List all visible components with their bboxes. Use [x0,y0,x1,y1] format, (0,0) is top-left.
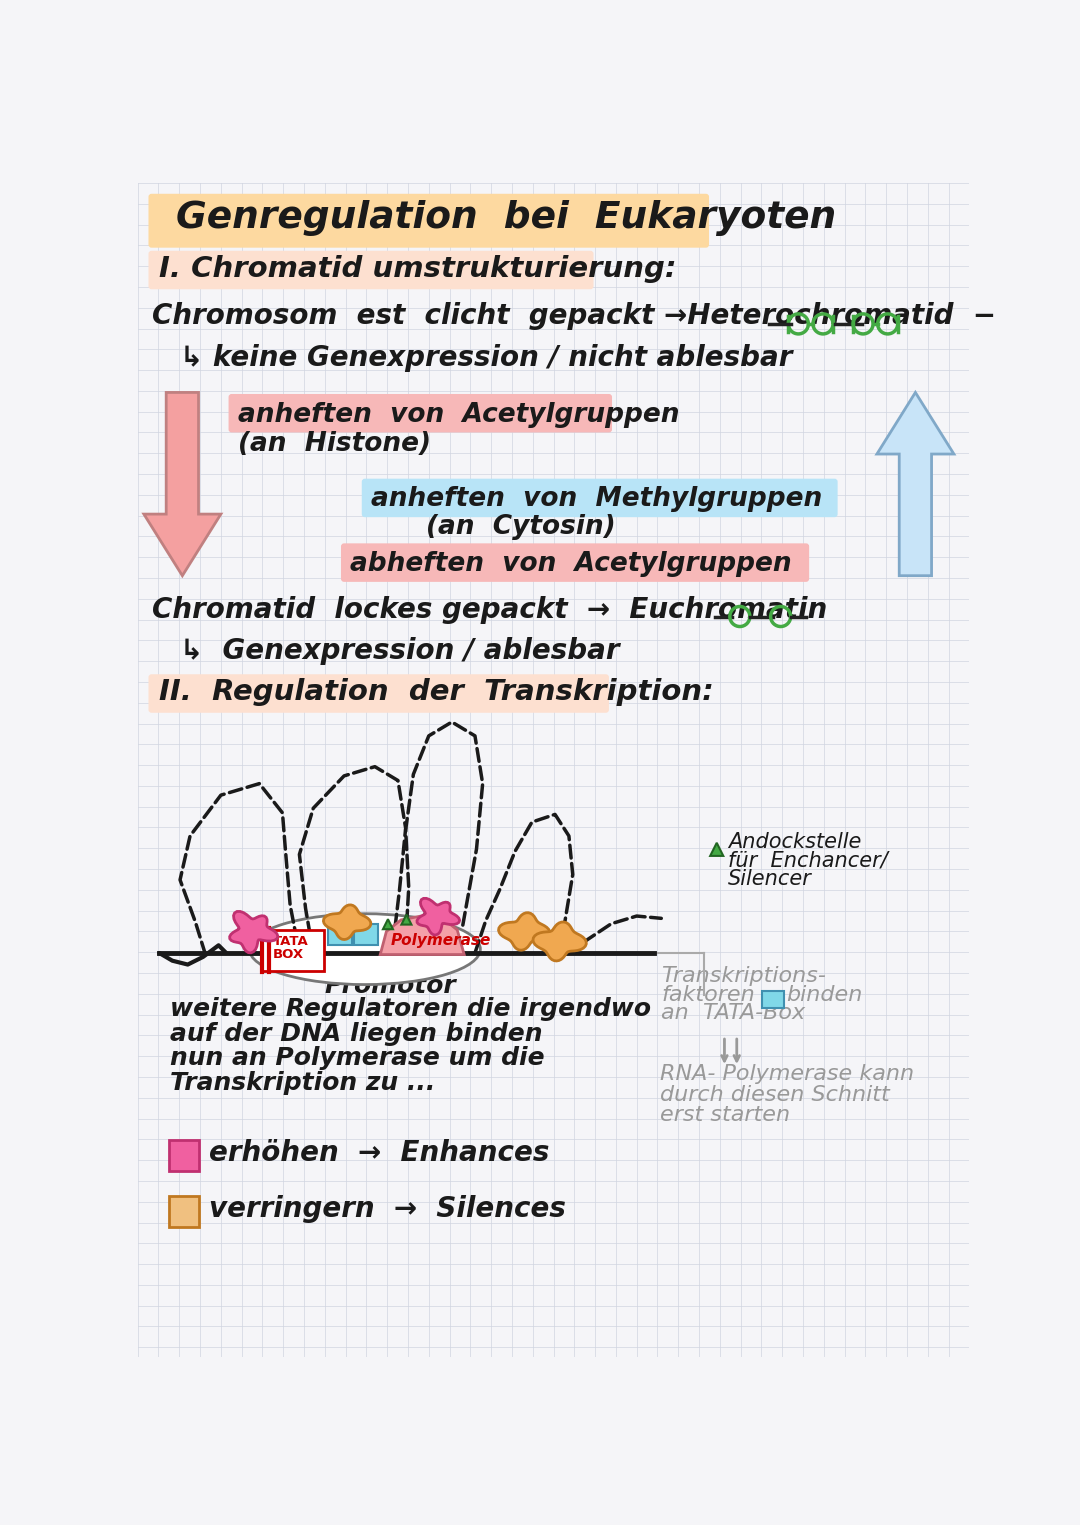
Polygon shape [420,912,430,923]
Text: erst starten: erst starten [660,1104,789,1125]
FancyBboxPatch shape [148,194,710,247]
Text: Chromosom  est  clicht  gepackt →Heterochromatid  −: Chromosom est clicht gepackt →Heterochro… [151,302,996,329]
Text: TATA: TATA [272,935,308,949]
Polygon shape [402,915,411,924]
FancyBboxPatch shape [762,991,784,1008]
Text: durch diesen Schnitt: durch diesen Schnitt [660,1084,890,1104]
Text: anheften  von  Methylgruppen: anheften von Methylgruppen [372,486,822,512]
FancyBboxPatch shape [229,393,612,433]
FancyBboxPatch shape [168,1196,200,1228]
Text: (an  Cytosin): (an Cytosin) [427,514,616,540]
Text: erhöhen  →  Enhances: erhöhen → Enhances [208,1139,549,1167]
Text: RNA- Polymerase kann: RNA- Polymerase kann [660,1064,914,1084]
Polygon shape [711,843,724,856]
Polygon shape [417,898,460,935]
FancyBboxPatch shape [328,924,352,946]
FancyBboxPatch shape [354,924,378,946]
Text: weitere Regulatoren die irgendwo: weitere Regulatoren die irgendwo [170,997,651,1022]
Text: Transkriptions-: Transkriptions- [661,967,826,987]
FancyBboxPatch shape [261,930,324,971]
Polygon shape [323,904,370,939]
FancyBboxPatch shape [168,1141,200,1171]
Ellipse shape [249,913,481,985]
Text: anheften  von  Acetylgruppen: anheften von Acetylgruppen [238,401,679,427]
Text: BOX: BOX [272,949,303,961]
FancyBboxPatch shape [148,674,609,712]
Text: nun an Polymerase um die: nun an Polymerase um die [170,1046,544,1071]
Text: auf der DNA liegen binden: auf der DNA liegen binden [170,1022,542,1046]
Text: verringern  →  Silences: verringern → Silences [208,1196,566,1223]
Text: Promotor: Promotor [324,974,456,997]
Text: ↳  Genexpression / ablesbar: ↳ Genexpression / ablesbar [180,637,620,665]
FancyBboxPatch shape [362,479,838,517]
Text: Genregulation  bei  Eukaryoten: Genregulation bei Eukaryoten [176,200,836,236]
Polygon shape [230,912,278,953]
Polygon shape [144,392,220,576]
Text: ↳ keine Genexpression / nicht ablesbar: ↳ keine Genexpression / nicht ablesbar [180,345,793,372]
Text: Silencer: Silencer [728,869,812,889]
FancyBboxPatch shape [148,250,594,290]
Text: Transkription zu ...: Transkription zu ... [170,1071,435,1095]
Polygon shape [877,392,954,576]
Text: für  Enchancer/: für Enchancer/ [728,851,888,871]
Polygon shape [383,920,393,929]
Text: binden: binden [786,985,863,1005]
Text: abheften  von  Acetylgruppen: abheften von Acetylgruppen [350,551,792,576]
Text: faktoren: faktoren [661,985,755,1005]
Polygon shape [499,913,550,950]
Text: II.  Regulation  der  Transkription:: II. Regulation der Transkription: [159,679,714,706]
Text: Chromatid  lockes gepackt  →  Euchromatin: Chromatid lockes gepackt → Euchromatin [151,596,827,624]
Text: I. Chromatid umstrukturierung:: I. Chromatid umstrukturierung: [159,255,677,284]
Text: an  TATA-Box: an TATA-Box [661,1003,806,1023]
Text: Polymerase: Polymerase [390,933,490,949]
Text: Andockstelle: Andockstelle [728,833,862,852]
Polygon shape [532,923,586,961]
Polygon shape [380,917,464,955]
FancyBboxPatch shape [341,543,809,583]
Text: (an  Histone): (an Histone) [238,432,431,457]
